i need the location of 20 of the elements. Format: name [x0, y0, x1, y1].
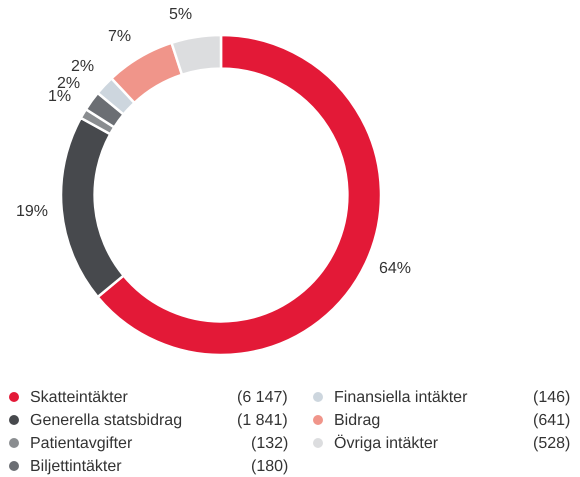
legend-label: Skatteintäkter	[30, 389, 128, 406]
data-label: 64%	[379, 260, 412, 277]
text: (1 841)	[237, 412, 288, 429]
legend-label: Biljettintäkter	[30, 458, 122, 475]
data-label: 19%	[16, 203, 48, 220]
text: (180)	[251, 458, 288, 475]
data-label: 2%	[71, 58, 94, 75]
text: (528)	[533, 435, 570, 452]
legend-label: Patientavgifter	[30, 435, 133, 452]
data-label: 1%	[48, 88, 72, 105]
text: (146)	[533, 389, 570, 406]
legend-label: Finansiella intäkter	[334, 389, 468, 406]
text: (6 147)	[237, 389, 288, 406]
legend-label: Bidrag	[334, 412, 380, 429]
legend-label: Generella statsbidrag	[30, 412, 182, 429]
text: (132)	[251, 435, 288, 452]
data-label: 5%	[169, 6, 192, 23]
legend-label: Övriga intäkter	[334, 434, 439, 452]
text: (641)	[533, 412, 570, 429]
data-label: 7%	[108, 28, 132, 45]
